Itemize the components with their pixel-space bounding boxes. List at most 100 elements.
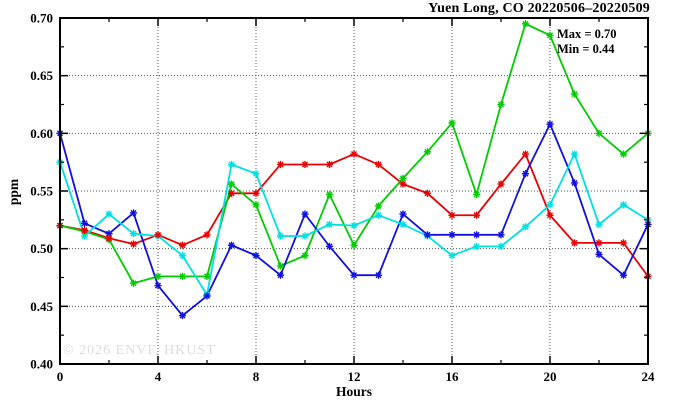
- series-red-markers: [56, 150, 652, 280]
- data-point: [129, 230, 138, 238]
- data-point: [570, 150, 579, 158]
- data-point: [472, 190, 481, 199]
- data-point: [178, 241, 187, 249]
- data-point: [276, 262, 285, 270]
- data-point: [374, 202, 383, 210]
- max-min-annotation: Max = 0.70 Min = 0.44: [557, 27, 617, 56]
- y-axis-label: ppm: [6, 178, 21, 206]
- data-point: [521, 223, 530, 231]
- data-point: [521, 170, 530, 178]
- data-point: [129, 279, 138, 287]
- max-annotation: Max = 0.70: [557, 27, 617, 41]
- data-point: [546, 120, 554, 128]
- data-point: [399, 210, 407, 218]
- data-point: [301, 210, 309, 218]
- data-point: [423, 189, 432, 197]
- y-tick-label: 0.65: [30, 68, 53, 83]
- data-point: [374, 211, 383, 219]
- data-point: [546, 31, 554, 39]
- watermark: © 2026 ENVF, HKUST: [63, 343, 216, 358]
- data-point: [619, 201, 628, 209]
- data-point: [325, 190, 334, 199]
- data-point: [203, 292, 211, 300]
- data-point: [80, 226, 89, 234]
- data-point: [227, 180, 236, 188]
- data-point: [129, 209, 138, 217]
- data-point: [178, 272, 187, 280]
- grid-lines: [60, 18, 648, 364]
- data-point: [105, 230, 113, 238]
- data-point: [619, 239, 628, 247]
- data-point: [619, 150, 628, 158]
- data-point: [570, 90, 579, 98]
- data-point: [399, 180, 407, 188]
- data-point: [374, 271, 383, 279]
- data-point: [252, 251, 260, 260]
- data-point: [570, 239, 579, 247]
- y-tick-label: 0.50: [30, 241, 53, 256]
- data-point: [595, 220, 603, 229]
- data-point: [472, 211, 481, 219]
- data-point: [252, 189, 260, 197]
- data-point: [276, 271, 285, 279]
- data-point: [252, 201, 260, 209]
- data-point: [203, 231, 211, 239]
- data-point: [472, 242, 481, 250]
- data-point: [350, 241, 358, 249]
- data-point: [570, 179, 579, 187]
- data-point: [129, 240, 138, 248]
- chart-title: Yuen Long, CO 20220506–20220509: [428, 1, 650, 16]
- data-point: [276, 160, 285, 169]
- y-tick-label: 0.55: [30, 184, 53, 199]
- data-point: [595, 250, 603, 259]
- x-tick-label: 8: [253, 369, 260, 384]
- data-point: [227, 189, 236, 197]
- data-point: [154, 281, 162, 290]
- data-point: [227, 160, 236, 169]
- data-point: [497, 231, 505, 239]
- series-group: [56, 20, 652, 320]
- data-point: [325, 220, 334, 229]
- x-tick-label: 4: [155, 369, 162, 384]
- data-point: [325, 242, 334, 250]
- data-point: [154, 231, 162, 239]
- data-point: [497, 100, 505, 109]
- min-annotation: Min = 0.44: [557, 41, 615, 56]
- data-point: [350, 150, 358, 158]
- data-point: [374, 160, 383, 169]
- data-point: [203, 272, 211, 280]
- data-point: [595, 239, 603, 247]
- data-point: [619, 271, 628, 279]
- data-point: [105, 210, 113, 218]
- data-point: [546, 211, 554, 219]
- data-point: [546, 201, 554, 209]
- data-point: [227, 241, 236, 249]
- data-point: [325, 160, 334, 169]
- data-point: [105, 234, 113, 242]
- data-point: [497, 242, 505, 250]
- data-point: [448, 211, 456, 219]
- data-point: [595, 129, 603, 137]
- data-point: [276, 232, 285, 240]
- data-point: [497, 180, 505, 188]
- x-tick-label: 0: [57, 369, 64, 384]
- data-point: [423, 231, 432, 239]
- y-tick-label: 0.70: [30, 11, 53, 26]
- data-point: [423, 148, 432, 156]
- x-tick-label: 20: [544, 369, 557, 384]
- data-point: [178, 251, 187, 260]
- data-point: [301, 232, 309, 240]
- x-tick-label: 24: [642, 369, 656, 384]
- data-point: [252, 170, 260, 178]
- y-tick-label: 0.45: [30, 299, 53, 314]
- y-tick-label: 0.60: [30, 126, 53, 141]
- data-point: [521, 150, 530, 158]
- data-point: [399, 220, 407, 229]
- data-point: [472, 231, 481, 239]
- x-tick-label: 12: [348, 369, 361, 384]
- tick-labels: 0 4 8 12 16 20 24 0.40 0.45 0.50 0.55 0.60 0.65 0.70: [30, 11, 655, 385]
- data-point: [154, 272, 162, 280]
- series-blue-markers: [56, 120, 652, 320]
- data-point: [448, 251, 456, 260]
